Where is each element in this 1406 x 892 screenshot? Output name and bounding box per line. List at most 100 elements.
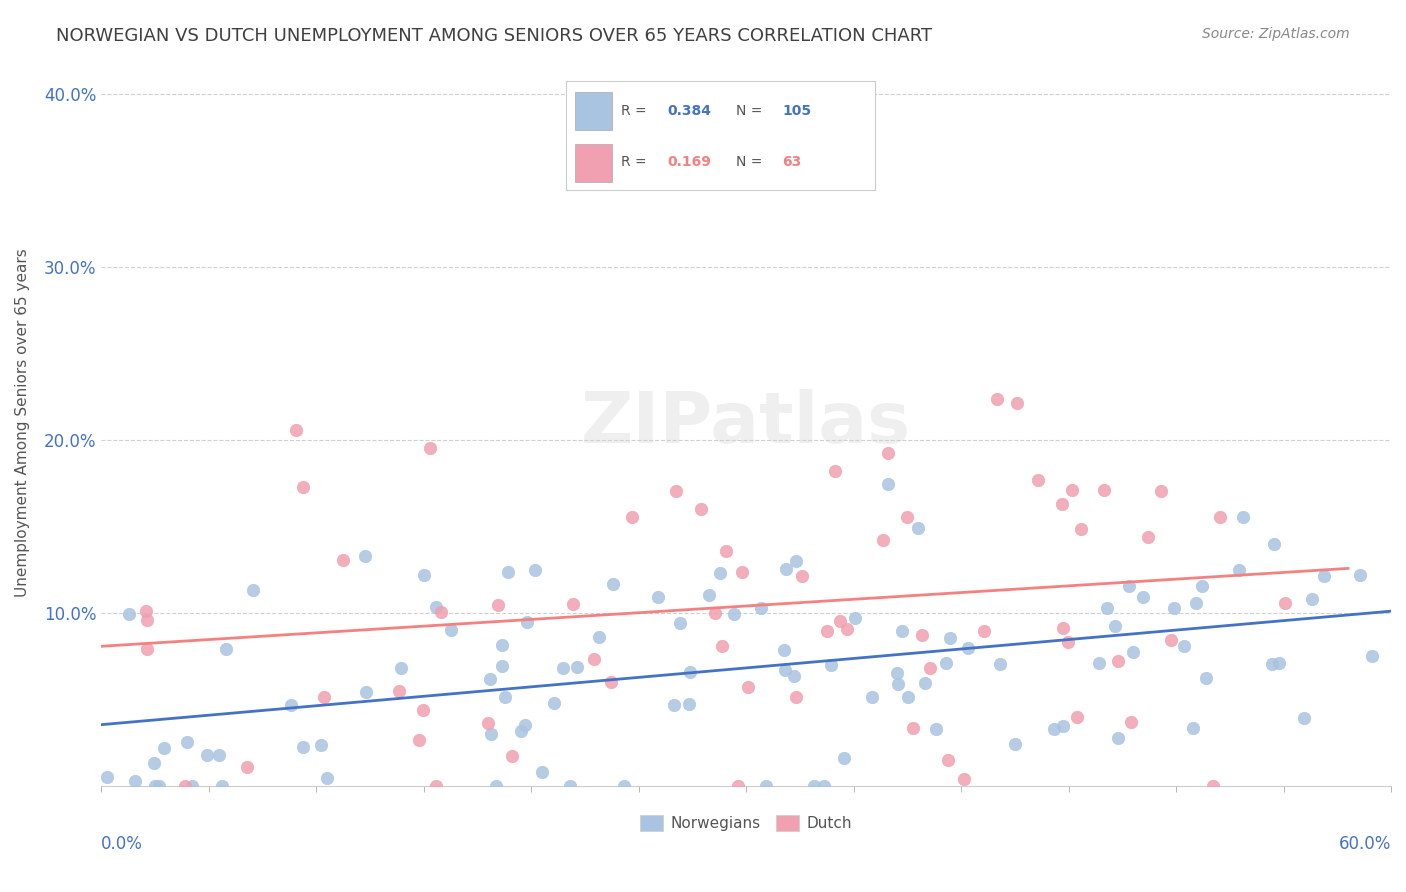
Point <box>678 698 700 712</box>
Point <box>501 748 523 763</box>
Point <box>662 698 685 712</box>
Point <box>828 614 851 628</box>
Point <box>136 641 159 656</box>
Point <box>1263 537 1285 551</box>
Point <box>824 464 846 478</box>
Point <box>986 392 1008 406</box>
Point <box>737 680 759 694</box>
Point <box>957 641 980 656</box>
Point <box>425 780 447 794</box>
Point <box>332 553 354 567</box>
Point <box>699 588 721 602</box>
Point <box>907 521 929 535</box>
Point <box>755 780 778 794</box>
Point <box>1066 709 1088 723</box>
Text: NORWEGIAN VS DUTCH UNEMPLOYMENT AMONG SENIORS OVER 65 YEARS CORRELATION CHART: NORWEGIAN VS DUTCH UNEMPLOYMENT AMONG SE… <box>56 27 932 45</box>
Point <box>491 638 513 652</box>
Point <box>773 643 796 657</box>
Point <box>1227 563 1250 577</box>
Point <box>897 690 920 705</box>
Text: ZIPatlas: ZIPatlas <box>581 389 911 458</box>
Point <box>1184 596 1206 610</box>
Point <box>834 751 856 765</box>
Y-axis label: Unemployment Among Seniors over 65 years: Unemployment Among Seniors over 65 years <box>15 249 30 598</box>
Point <box>176 735 198 749</box>
Point <box>620 510 643 524</box>
Point <box>936 753 959 767</box>
Point <box>813 779 835 793</box>
Point <box>314 690 336 704</box>
Point <box>690 501 713 516</box>
Point <box>1136 530 1159 544</box>
Point <box>477 715 499 730</box>
Point <box>877 446 900 460</box>
Point <box>730 565 752 579</box>
Point <box>1191 579 1213 593</box>
Point <box>485 780 508 794</box>
Point <box>356 685 378 699</box>
Point <box>925 722 948 736</box>
Point <box>1260 657 1282 671</box>
Point <box>1163 600 1185 615</box>
Point <box>491 658 513 673</box>
Point <box>135 604 157 618</box>
Point <box>291 740 314 755</box>
Point <box>647 591 669 605</box>
Point <box>665 483 688 498</box>
Point <box>1348 567 1371 582</box>
Point <box>1004 737 1026 751</box>
Point <box>354 549 377 563</box>
Point <box>1092 483 1115 498</box>
Point <box>309 738 332 752</box>
Point <box>785 690 807 704</box>
Legend: Norwegians, Dutch: Norwegians, Dutch <box>634 809 858 837</box>
Point <box>1202 780 1225 794</box>
Point <box>668 616 690 631</box>
Point <box>1182 721 1205 735</box>
Point <box>704 606 727 620</box>
Point <box>588 630 610 644</box>
Point <box>860 690 883 704</box>
Text: 60.0%: 60.0% <box>1339 835 1391 853</box>
Point <box>709 566 731 580</box>
Point <box>118 607 141 622</box>
Point <box>775 562 797 576</box>
Point <box>1301 592 1323 607</box>
Point <box>692 174 714 188</box>
Point <box>820 657 842 672</box>
Point <box>918 660 941 674</box>
Point <box>235 760 257 774</box>
Point <box>96 770 118 784</box>
Point <box>1209 509 1232 524</box>
Point <box>242 582 264 597</box>
Point <box>558 780 581 794</box>
Point <box>419 441 441 455</box>
Point <box>1088 657 1111 671</box>
Point <box>1160 632 1182 647</box>
Point <box>785 554 807 568</box>
Text: Source: ZipAtlas.com: Source: ZipAtlas.com <box>1202 27 1350 41</box>
Point <box>315 771 337 785</box>
Point <box>582 652 605 666</box>
Point <box>412 567 434 582</box>
Point <box>1095 600 1118 615</box>
Point <box>531 765 554 780</box>
Point <box>1232 510 1254 524</box>
Point <box>1150 483 1173 498</box>
Point <box>1107 731 1129 745</box>
Point <box>1195 671 1218 685</box>
Point <box>714 543 737 558</box>
Text: 0.0%: 0.0% <box>101 835 143 853</box>
Point <box>835 622 858 636</box>
Point <box>910 627 932 641</box>
Point <box>124 774 146 789</box>
Point <box>408 732 430 747</box>
Point <box>1104 619 1126 633</box>
Point <box>952 772 974 787</box>
Point <box>136 613 159 627</box>
Point <box>195 748 218 763</box>
Point <box>1118 579 1140 593</box>
Point <box>148 780 170 794</box>
Point <box>1132 590 1154 604</box>
Point <box>790 569 813 583</box>
